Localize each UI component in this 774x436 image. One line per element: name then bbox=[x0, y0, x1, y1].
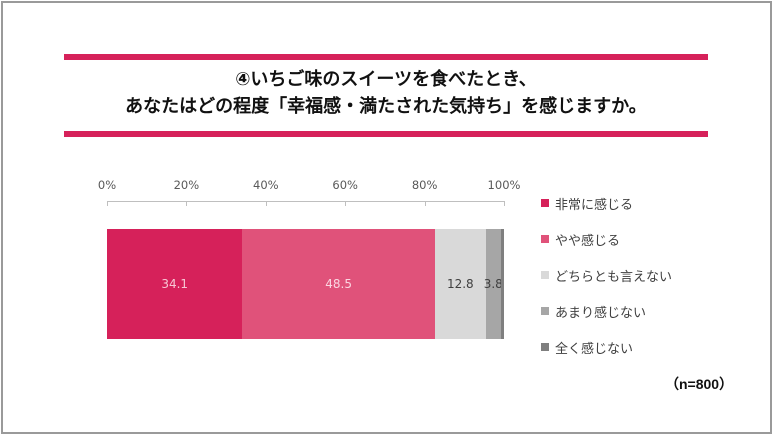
x-axis-tick bbox=[504, 201, 505, 206]
legend-item: どちらとも言えない bbox=[541, 257, 672, 293]
title-rule-bottom bbox=[64, 131, 708, 137]
x-axis-tick bbox=[107, 201, 108, 206]
sample-size-note: （n=800） bbox=[665, 376, 734, 392]
bar-segment: 12.8 bbox=[434, 229, 486, 339]
legend: 非常に感じる やや感じるどちらとも言えない あまり感じない 全く感じない bbox=[541, 185, 672, 365]
legend-label: どちらとも言えない bbox=[555, 269, 673, 285]
stacked-bar: 34.1 48.5 12.8 3.8 bbox=[107, 229, 504, 339]
x-axis-tick-label: 60% bbox=[332, 178, 358, 192]
x-axis-tick-label: 20% bbox=[173, 178, 200, 192]
x-axis-tick-label: 100% bbox=[487, 178, 521, 192]
chart-title-line2: あなたはどの程度「幸福感・満たされた気持ち」を感じますか。 bbox=[125, 96, 647, 117]
legend-swatch-icon bbox=[541, 271, 549, 279]
legend-swatch-icon bbox=[541, 199, 549, 207]
x-axis-tick bbox=[425, 201, 426, 206]
legend-label: 非常に感じる bbox=[555, 197, 634, 213]
x-axis-tick bbox=[266, 201, 267, 206]
bar-segment: 48.5 bbox=[242, 229, 435, 339]
x-axis-line bbox=[107, 201, 504, 202]
legend-swatch-icon bbox=[541, 307, 549, 315]
bar-segment: 34.1 bbox=[107, 229, 243, 339]
x-axis-tick bbox=[186, 201, 187, 206]
legend-item: 非常に感じる bbox=[541, 185, 672, 221]
legend-swatch-icon bbox=[541, 343, 549, 351]
chart-title: ④いちご味のスイーツを食べたとき、 あなたはどの程度「幸福感・満たされた気持ち」… bbox=[64, 66, 708, 120]
legend-swatch-icon bbox=[541, 235, 549, 243]
legend-item: やや感じる bbox=[541, 221, 672, 257]
bar-segment bbox=[500, 229, 504, 339]
x-axis-tick bbox=[345, 201, 346, 206]
x-axis-tick-label: 0% bbox=[97, 178, 117, 192]
title-rule-top bbox=[64, 54, 708, 60]
x-axis-tick-label: 40% bbox=[253, 178, 279, 192]
legend-item: 全く感じない bbox=[541, 329, 672, 365]
legend-label: 全く感じない bbox=[555, 341, 634, 357]
legend-label: あまり感じない bbox=[555, 305, 647, 321]
legend-item: あまり感じない bbox=[541, 293, 672, 329]
bar-segment: 3.8 bbox=[484, 229, 503, 339]
legend-label: やや感じる bbox=[555, 233, 621, 249]
x-axis-tick-label: 80% bbox=[411, 178, 438, 192]
chart-title-line1: ④いちご味のスイーツを食べたとき、 bbox=[235, 69, 537, 90]
